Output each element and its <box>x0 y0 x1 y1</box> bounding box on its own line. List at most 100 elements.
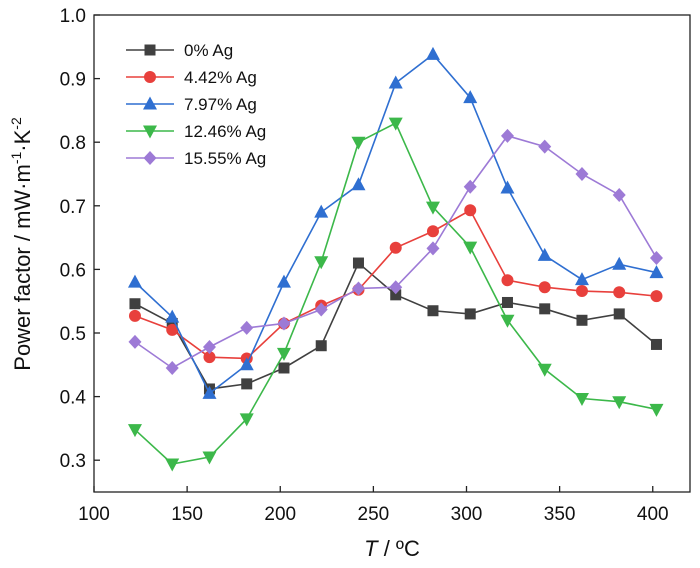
data-point <box>276 347 291 361</box>
data-point <box>501 296 513 308</box>
series-4 <box>128 128 663 375</box>
legend-label: 7.97% Ag <box>184 95 257 114</box>
data-point <box>240 320 254 335</box>
legend-marker <box>143 151 157 165</box>
data-point <box>650 338 662 350</box>
data-point <box>574 393 589 407</box>
data-point <box>463 90 478 104</box>
x-tick-label: 250 <box>358 504 390 525</box>
x-tick-label: 200 <box>264 504 296 525</box>
series-3 <box>127 117 664 472</box>
legend-marker <box>144 71 156 83</box>
data-point <box>314 204 329 218</box>
data-point <box>166 317 178 329</box>
legend-marker <box>143 96 157 110</box>
data-point <box>612 256 627 270</box>
data-point <box>500 314 515 328</box>
data-point <box>351 281 365 296</box>
legend-label: 0% Ag <box>184 41 233 60</box>
data-point <box>202 339 216 354</box>
tick-group: 100 150 200 250 300 350 400 0.3 0.4 0.5 0.6 0.7 0.8 0… <box>60 6 669 525</box>
data-point <box>426 241 440 256</box>
data-point <box>613 286 626 299</box>
legend-label: 4.42% Ag <box>184 68 257 87</box>
data-point <box>202 451 217 465</box>
legend-item: 4.42% Ag <box>126 68 257 87</box>
data-point <box>128 334 142 349</box>
data-point <box>575 167 589 181</box>
data-point <box>389 280 403 295</box>
y-tick-label: 0.9 <box>60 70 86 91</box>
data-point <box>166 323 179 336</box>
data-point <box>351 136 366 150</box>
data-point <box>576 314 588 326</box>
x-tick-label: 350 <box>544 504 576 525</box>
data-point <box>501 274 514 287</box>
data-point <box>314 256 329 270</box>
data-point <box>389 241 402 254</box>
data-point <box>613 308 625 320</box>
y-tick-label: 0.7 <box>60 197 86 218</box>
plot-frame <box>93 14 691 493</box>
data-point <box>574 272 589 286</box>
x-tick-label: 100 <box>78 504 110 525</box>
data-point <box>276 274 291 288</box>
legend-item: 12.46% Ag <box>126 122 266 141</box>
data-point <box>537 247 552 261</box>
data-point <box>390 289 402 301</box>
data-point <box>165 458 180 472</box>
data-point <box>351 177 366 191</box>
y-tick-label: 0.5 <box>60 324 86 345</box>
data-point <box>277 316 291 331</box>
legend-item: 0% Ag <box>126 41 233 60</box>
plot-frame-group <box>93 14 691 493</box>
x-axis-label: T / ºC <box>364 536 420 561</box>
x-tick-label: 400 <box>637 504 669 525</box>
y-tick-label: 0.6 <box>60 260 86 281</box>
y-axis-label-mid: ·K <box>10 129 35 151</box>
y-tick-label: 0.8 <box>60 133 86 154</box>
data-point <box>537 363 552 377</box>
legend-marker <box>144 44 156 56</box>
data-point <box>575 285 588 298</box>
y-axis-label: Power factor / mW·m-1·K-2 <box>8 117 35 371</box>
legend: 0% Ag 4.42% Ag 7.97% Ag 12.46% Ag 15.55% Ag <box>126 41 266 168</box>
data-point <box>538 139 552 154</box>
data-point <box>129 298 141 310</box>
data-point <box>202 385 217 399</box>
legend-marker <box>143 125 157 139</box>
legend-item: 7.97% Ag <box>126 95 257 114</box>
y-tick-label: 0.4 <box>60 388 87 409</box>
data-point <box>463 241 478 255</box>
data-point <box>127 274 142 288</box>
data-point <box>127 424 142 438</box>
data-point <box>649 403 664 417</box>
legend-label: 12.46% Ag <box>184 122 266 141</box>
data-point <box>388 117 403 131</box>
series-2 <box>127 46 664 399</box>
x-axis-variable: T <box>364 536 379 561</box>
data-point <box>464 204 477 217</box>
data-point <box>239 357 254 371</box>
y-axis-label-main: Power factor / mW·m <box>10 164 35 371</box>
data-point <box>649 250 663 265</box>
data-point <box>650 290 663 303</box>
data-point <box>165 360 179 375</box>
x-tick-label: 150 <box>171 504 203 525</box>
data-point <box>538 281 551 294</box>
x-axis-unit: / ºC <box>378 536 420 561</box>
data-point <box>612 396 627 410</box>
data-point <box>500 180 515 194</box>
data-point <box>463 179 477 194</box>
y-axis-label-sup1: -1 <box>8 152 24 165</box>
y-tick-label: 0.3 <box>60 451 86 472</box>
data-point <box>278 362 290 374</box>
data-point <box>425 201 440 215</box>
data-point <box>464 308 476 320</box>
data-point <box>539 303 551 315</box>
x-tick-label: 300 <box>451 504 483 525</box>
data-point <box>203 351 216 364</box>
data-point <box>649 265 664 279</box>
